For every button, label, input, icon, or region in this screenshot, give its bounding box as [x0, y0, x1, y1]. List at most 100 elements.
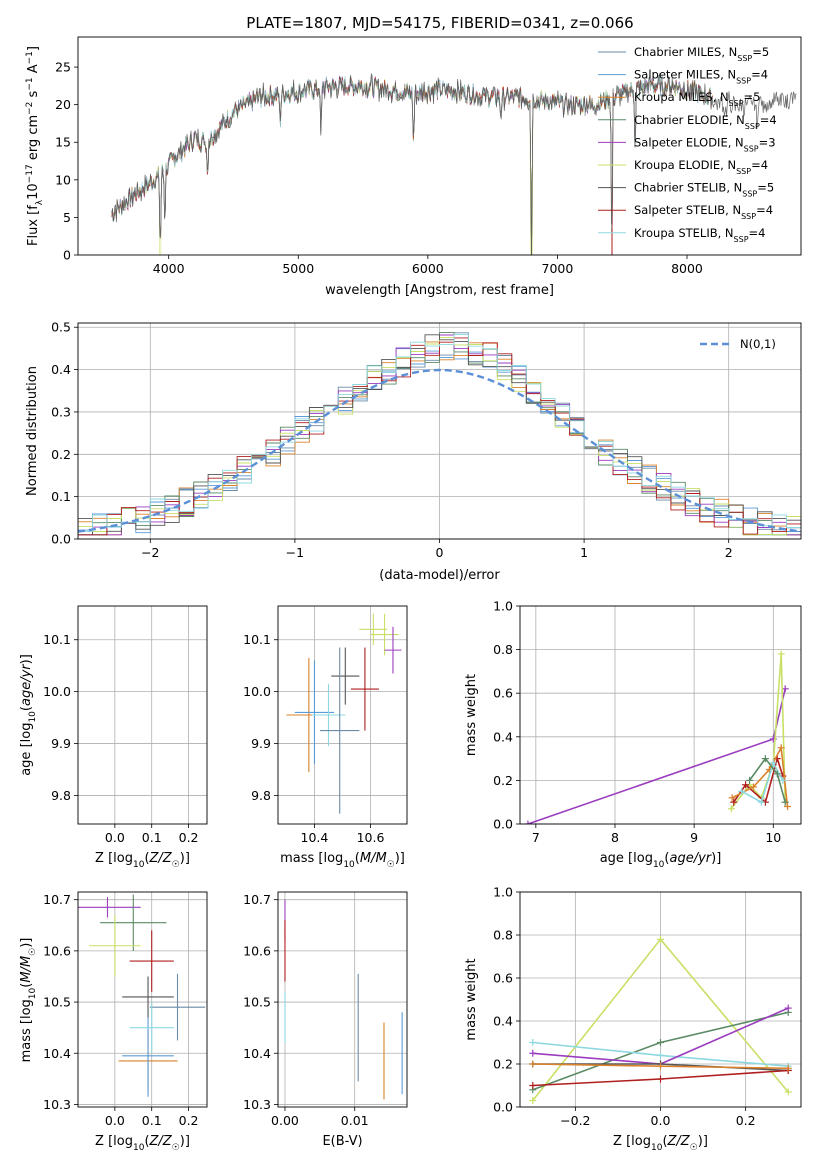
- x-tick-label: 0.2: [179, 830, 199, 845]
- legend-entry: Salpeter ELODIE, NSSP=3: [634, 135, 776, 153]
- plot-area: [524, 650, 792, 824]
- y-tick-label: 0.2: [493, 773, 513, 788]
- x-tick-label: 4000: [153, 261, 185, 276]
- legend-entry: Chabrier STELIB, NSSP=5: [634, 181, 774, 199]
- x-axis-label: (data-model)/error: [379, 568, 500, 583]
- x-tick-label: 10.6: [357, 830, 385, 845]
- x-tick-label: 0.1: [142, 1113, 162, 1128]
- y-tick-label: 0.6: [493, 686, 513, 701]
- x-tick-label: 9: [690, 830, 698, 845]
- axes-frame: [277, 891, 408, 1108]
- axes-frame: [277, 605, 408, 825]
- axes-frame: [77, 891, 208, 1108]
- plot-area: [111, 73, 797, 255]
- axes-frame: [77, 36, 802, 256]
- axes-frame: [519, 891, 802, 1108]
- axes-age_vs_mass: 10.4 10.6 9.8 9.9 10.0 10.1: [243, 605, 408, 845]
- legend-entry: Chabrier MILES, NSSP=5: [634, 45, 769, 63]
- y-tick-label: 9.9: [51, 736, 71, 751]
- weight-series-line: [748, 757, 786, 803]
- y-tick-label: 0: [63, 248, 71, 263]
- y-tick-label: 0.3: [51, 404, 71, 419]
- x-tick-label: 8000: [671, 261, 703, 276]
- weight-series-line: [741, 760, 784, 804]
- x-tick-label: 0.0: [651, 1113, 671, 1128]
- y-axis-label: Flux [fλ10−17 erg cm−2 s−1 A−1]: [25, 46, 45, 246]
- axes-weight_vs_Z: −0.2 0.0 0.2 0.0 0.2 0.4 0.6 0.8 1.0 mass weight: [464, 885, 802, 1128]
- x-tick-label: 0.0: [105, 1113, 125, 1128]
- y-tick-label: 9.9: [251, 736, 271, 751]
- plot-area: [284, 899, 403, 1100]
- legend-entry: Kroupa MILES, NSSP=5: [634, 90, 760, 108]
- x-axis-label: Z [log10(Z/Z☉)]: [95, 851, 190, 870]
- y-tick-label: 0.8: [493, 928, 513, 943]
- y-tick-label: 5: [63, 210, 71, 225]
- x-axis-label: Z [log10(Z/Z☉)]: [95, 1134, 190, 1153]
- y-tick-label: 10.6: [43, 943, 71, 958]
- y-axis-label: age [log10(age/yr)]: [19, 654, 38, 776]
- legend-entry: Salpeter MILES, NSSP=4: [634, 68, 768, 86]
- y-axis-label: mass [log10(M/M☉)]: [19, 938, 38, 1063]
- figure-title: PLATE=1807, MJD=54175, FIBERID=0341, z=0…: [246, 14, 633, 32]
- y-tick-label: 10.4: [243, 1046, 271, 1061]
- axes-frame: [77, 322, 802, 540]
- y-tick-label: 0.4: [493, 729, 513, 744]
- y-tick-label: 10.0: [243, 684, 271, 699]
- y-tick-label: 0.4: [51, 362, 71, 377]
- y-tick-label: 20: [55, 97, 71, 112]
- x-tick-label: 0.2: [179, 1113, 199, 1128]
- x-axis-label: Z [log10(Z/Z☉)]: [613, 1134, 708, 1153]
- y-tick-label: 0.1: [51, 489, 71, 504]
- x-tick-label: 2: [725, 545, 733, 560]
- y-tick-label: 1.0: [493, 599, 513, 614]
- axes-age_vs_Z: 0.0 0.1 0.2 9.8 9.9 10.0 10.1: [43, 605, 208, 845]
- y-tick-label: 25: [55, 60, 71, 75]
- y-tick-label: 10.3: [243, 1097, 271, 1112]
- legend-entry: Salpeter STELIB, NSSP=4: [634, 203, 773, 221]
- y-tick-label: 9.8: [51, 788, 71, 803]
- y-tick-label: 9.8: [251, 788, 271, 803]
- axes-frame: [519, 605, 802, 825]
- residual-histogram-6: [78, 334, 801, 539]
- y-tick-label: 10.3: [43, 1097, 71, 1112]
- y-tick-label: 10.5: [243, 995, 271, 1010]
- x-axis-label: E(B-V): [322, 1134, 362, 1149]
- y-tick-label: 10.4: [43, 1046, 71, 1061]
- y-tick-label: 10: [55, 172, 71, 187]
- x-tick-label: 0.1: [142, 830, 162, 845]
- legend-entry: Kroupa STELIB, NSSP=4: [634, 226, 765, 244]
- normal-reference-curve: [78, 368, 801, 533]
- axes-mass_vs_ebv: 0.00 0.01 10.3 10.4 10.5 10.6 10.7: [243, 891, 408, 1128]
- x-tick-label: 8: [611, 830, 619, 845]
- y-tick-label: 0.8: [493, 642, 513, 657]
- residual-histogram-7: [78, 337, 801, 539]
- y-tick-label: 10.1: [43, 632, 71, 647]
- plot-area: [78, 332, 801, 539]
- y-tick-label: 0.0: [493, 817, 513, 832]
- x-tick-label: 0.0: [105, 830, 125, 845]
- x-tick-label: 0.01: [341, 1113, 369, 1128]
- y-tick-label: 0.6: [493, 971, 513, 986]
- y-axis-label: mass weight: [464, 958, 479, 1040]
- x-tick-label: 7: [532, 830, 540, 845]
- x-tick-label: 7000: [542, 261, 574, 276]
- y-tick-label: 0.4: [493, 1014, 513, 1029]
- x-axis-label: mass [log10(M/M☉)]: [280, 851, 405, 870]
- x-tick-label: 10.4: [301, 830, 329, 845]
- x-tick-label: −0.2: [560, 1113, 590, 1128]
- y-tick-label: 0.5: [51, 320, 71, 335]
- y-tick-label: 0.0: [493, 1100, 513, 1115]
- legend-entry: Kroupa ELODIE, NSSP=4: [634, 158, 768, 176]
- plot-area: [529, 935, 792, 1105]
- spectrum-line-6: [111, 73, 797, 255]
- residual-histogram-8: [78, 333, 801, 539]
- x-tick-label: 10: [765, 830, 781, 845]
- y-tick-label: 10.1: [243, 632, 271, 647]
- y-tick-label: 10.6: [243, 943, 271, 958]
- legend-entry: N(0,1): [740, 337, 776, 351]
- axes-residuals: −2 −1 0 1 2 0.0 0.1 0.2 0.3 0.4 0.5 N(0,1) (data-mod…: [25, 320, 802, 583]
- x-tick-label: 5000: [282, 261, 314, 276]
- y-tick-label: 10.7: [243, 892, 271, 907]
